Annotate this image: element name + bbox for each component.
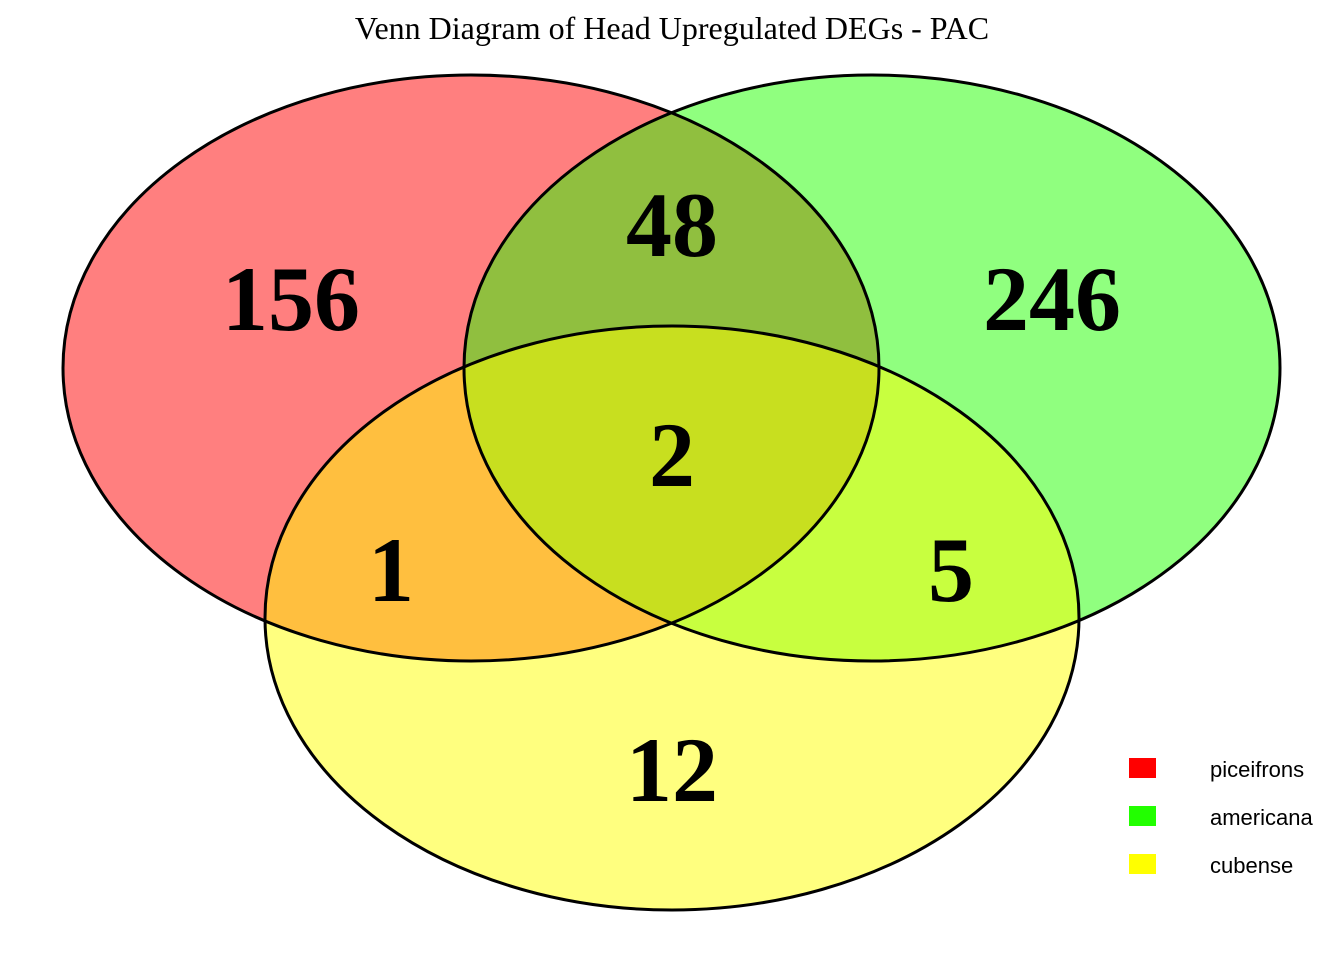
count-piceifrons-only: 156	[222, 248, 360, 350]
count-americana-only: 246	[983, 248, 1121, 350]
set-fills	[63, 75, 1280, 910]
legend-swatch-cubense	[1129, 854, 1156, 874]
count-americana-cubense: 5	[928, 519, 974, 621]
legend-swatch-americana	[1129, 806, 1156, 826]
count-piceifrons-cubense: 1	[368, 519, 414, 621]
set-cubense-outline	[263, 324, 1081, 912]
legend-swatch-piceifrons	[1129, 758, 1156, 778]
legend-label-cubense: cubense	[1210, 853, 1293, 878]
count-piceifrons-americana: 48	[626, 174, 718, 276]
legend-label-piceifrons: piceifrons	[1210, 757, 1304, 782]
diagram-title: Venn Diagram of Head Upregulated DEGs - …	[355, 10, 989, 46]
count-all-three: 2	[649, 404, 695, 506]
legend-label-americana: americana	[1210, 805, 1313, 830]
set-cubense-fill	[265, 326, 1079, 910]
set-outlines	[61, 73, 1282, 912]
legend: piceifrons americana cubense	[1129, 757, 1313, 878]
count-cubense-only: 12	[626, 719, 718, 821]
